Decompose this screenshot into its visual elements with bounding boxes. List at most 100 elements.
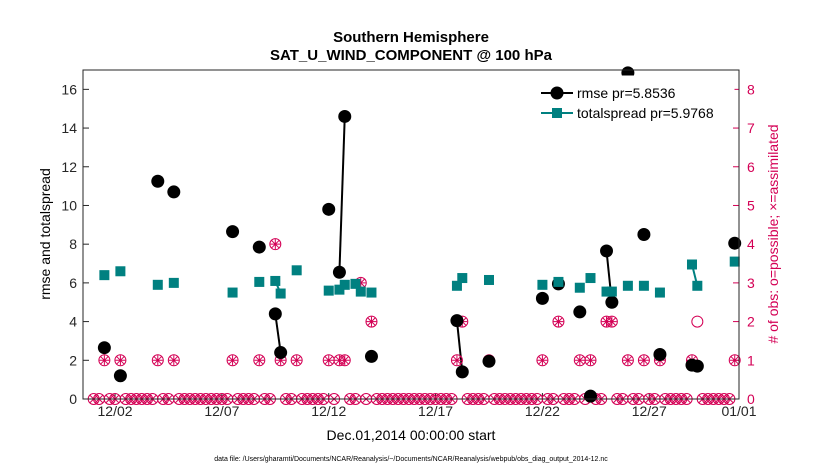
obs-possible-marker — [98, 354, 111, 367]
obs-possible-marker — [365, 315, 378, 328]
obs-assimilated-marker — [254, 355, 265, 366]
totalspread-point — [483, 274, 494, 285]
y-tick-label: 16 — [61, 81, 77, 97]
obs-assimilated-marker — [323, 355, 334, 366]
rmse-point — [113, 369, 127, 383]
rmse-point — [583, 389, 597, 403]
x-tick-label: 12/07 — [204, 403, 239, 419]
obs-possible-marker — [167, 354, 180, 367]
y-right-tick-label: 8 — [747, 81, 755, 97]
totalspread-point — [729, 256, 740, 267]
totalspread-point — [339, 279, 350, 290]
rmse-point — [450, 314, 464, 328]
rmse-point — [226, 225, 240, 239]
rmse-point — [605, 295, 619, 309]
x-tick-label: 01/01 — [721, 403, 756, 419]
y-right-tick-label: 6 — [747, 159, 755, 175]
rmse-point — [573, 305, 587, 319]
obs-possible-marker — [290, 354, 303, 367]
obs-assimilated-marker — [270, 239, 281, 250]
obs-possible-marker — [691, 315, 704, 328]
obs-assimilated-marker — [115, 355, 126, 366]
rmse-line — [338, 116, 346, 273]
rmse-point — [637, 228, 651, 241]
totalspread-point — [451, 280, 462, 291]
x-tick-label: 12/27 — [632, 403, 667, 419]
rmse-point — [167, 185, 181, 199]
data-file-footer: data file: /Users/gharamti/Documents/NCA… — [214, 456, 608, 463]
totalspread-point — [355, 286, 366, 297]
obs-possible-marker — [536, 354, 549, 367]
totalspread-point — [270, 275, 281, 286]
obs-assimilated-marker — [601, 316, 612, 327]
legend-box — [533, 75, 735, 127]
obs-assimilated-marker — [366, 316, 377, 327]
obs-assimilated-marker — [622, 355, 633, 366]
totalspread-point — [366, 287, 377, 298]
rmse-point — [338, 109, 352, 123]
legend-rmse-marker — [550, 86, 564, 100]
totalspread-point — [654, 287, 665, 298]
legend: rmse pr=5.8536 totalspread pr=5.9768 — [533, 75, 735, 127]
plot-frame — [82, 69, 740, 400]
totalspread-point — [537, 279, 548, 290]
totalspread-point — [606, 286, 617, 297]
obs-possible-marker — [226, 354, 239, 367]
obs-possible-marker — [728, 354, 741, 367]
rmse-point — [364, 349, 378, 363]
totalspread-point — [115, 266, 126, 277]
y-tick-label: 14 — [61, 120, 77, 136]
totalspread-point — [585, 273, 596, 284]
obs-assimilated-marker — [355, 277, 366, 288]
x-tick-label: 12/22 — [525, 403, 560, 419]
rmse-point — [455, 365, 469, 379]
y-tick-label: 12 — [61, 159, 77, 175]
y-right-tick-label: 1 — [747, 352, 755, 368]
obs-assimilated-marker — [99, 355, 110, 366]
legend-totalspread-label: totalspread pr=5.9768 — [577, 105, 714, 121]
totalspread-point — [227, 287, 238, 298]
y-tick-label: 6 — [69, 275, 77, 291]
y-right-tick-label: 7 — [747, 120, 755, 136]
obs-assimilated-marker — [451, 355, 462, 366]
obs-assimilated-marker — [275, 355, 286, 366]
legend-totalspread-marker — [552, 108, 562, 118]
obs-assimilated-marker — [334, 355, 345, 366]
totalspread-point — [254, 276, 265, 287]
obs-assimilated-marker — [638, 355, 649, 366]
totalspread-point — [638, 280, 649, 291]
totalspread-point — [692, 280, 703, 291]
y-axis-right-label: # of obs: o=possible; ×=assimilated — [765, 124, 781, 343]
obs-possible-marker — [621, 354, 634, 367]
y-axis-label: rmse and totalspread — [37, 168, 53, 300]
totalspread-point — [601, 286, 612, 297]
rmse-point — [322, 202, 336, 216]
totalspread-point — [334, 284, 345, 295]
rmse-point — [151, 174, 165, 188]
legend-rmse-label: rmse pr=5.8536 — [577, 85, 676, 101]
x-tick-label: 12/02 — [98, 403, 133, 419]
x-tick-label: 12/12 — [311, 403, 346, 419]
rmse-point — [268, 307, 282, 321]
obs-assimilated-marker — [585, 355, 596, 366]
y-tick-label: 4 — [69, 314, 77, 330]
rmse-point — [728, 236, 742, 250]
obs-possible-marker — [269, 238, 282, 251]
obs-possible-marker — [637, 354, 650, 367]
rmse-point — [252, 240, 266, 254]
obs-possible-marker — [552, 315, 565, 328]
y-right-tick-label: 2 — [747, 314, 755, 330]
obs-assimilated-marker — [152, 355, 163, 366]
obs-assimilated-marker — [339, 355, 350, 366]
totalspread-point — [323, 285, 334, 296]
rmse-point — [332, 265, 346, 279]
totalspread-point — [553, 276, 564, 287]
ticks: 12/02 12/07 12/12 12/17 12/22 12/27 01/0102468… — [61, 81, 756, 419]
chart-title: Southern Hemisphere — [333, 29, 489, 46]
chart-subtitle: SAT_U_WIND_COMPONENT @ 100 hPa — [270, 47, 553, 64]
y-tick-label: 8 — [69, 236, 77, 252]
obs-assimilated-marker — [537, 355, 548, 366]
rmse-point — [97, 341, 111, 355]
obs-possible-marker — [151, 354, 164, 367]
